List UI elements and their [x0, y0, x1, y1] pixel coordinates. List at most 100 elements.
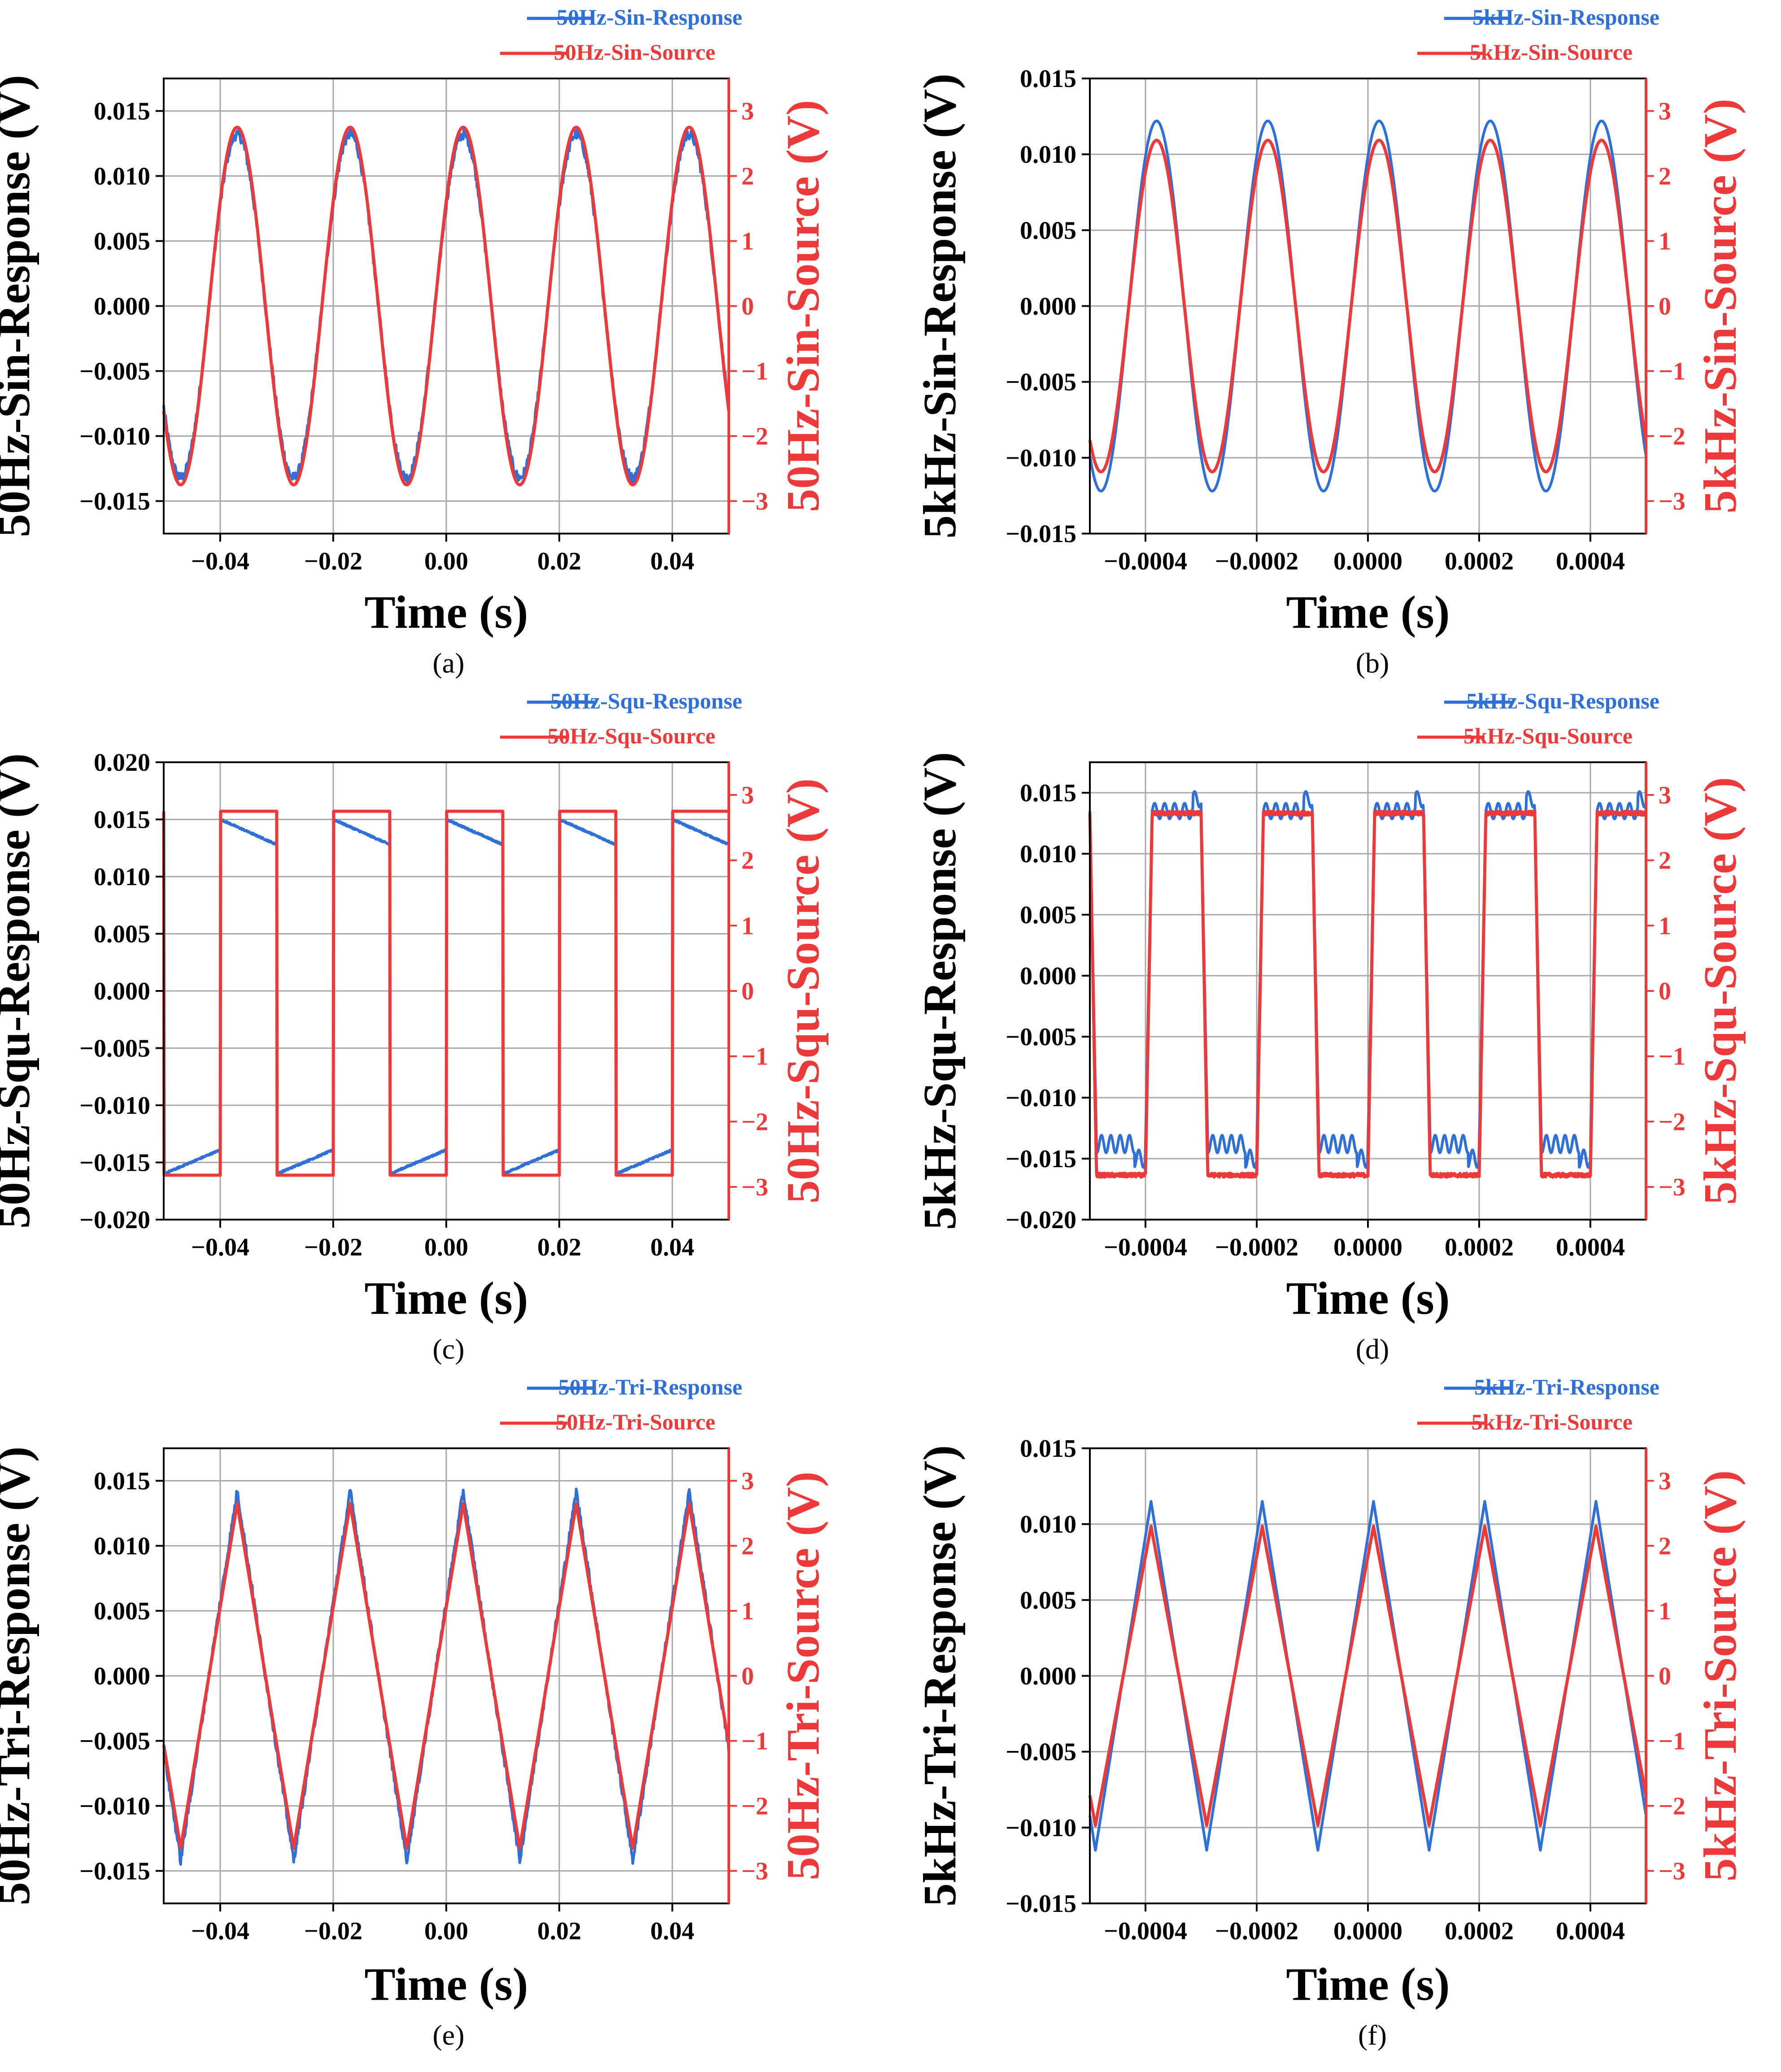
- y2-tick-label: 2: [741, 847, 754, 875]
- legend-label: 50Hz-Sin-Response: [557, 4, 742, 30]
- y2-tick-label: −2: [741, 423, 768, 451]
- y2-tick-label: 2: [741, 163, 754, 191]
- x-axis-title: Time (s): [365, 1959, 528, 2010]
- y2-axis-title: 5kHz-Sin-Source (V): [1694, 99, 1746, 513]
- y-tick-label: 0.010: [1020, 840, 1076, 868]
- y2-axis-title: 50Hz-Tri-Source (V): [777, 1472, 829, 1881]
- x-tick-label: −0.0004: [1104, 547, 1187, 575]
- y-tick-label: −0.010: [79, 1793, 150, 1820]
- y2-tick-label: 0: [741, 977, 754, 1005]
- panel-label: (f): [1358, 2019, 1387, 2051]
- y2-tick-label: 3: [1659, 1468, 1671, 1495]
- y2-tick-label: 3: [1659, 782, 1671, 809]
- y2-tick-label: 3: [741, 1468, 754, 1495]
- x-tick-label: 0.04: [650, 1917, 694, 1945]
- y-tick-label: 0.005: [1020, 1586, 1076, 1614]
- y-tick-label: 0.000: [1020, 293, 1076, 321]
- legend-label: 5kHz-Tri-Source: [1472, 1409, 1633, 1434]
- chart-panel-c: −0.04 −0.02 0.00 0.02 0.04 0.020 0.015 0.010 0.0…: [0, 688, 829, 1365]
- y2-tick-label: −2: [1659, 423, 1685, 451]
- legend-label: 50Hz-Tri-Source: [556, 1409, 715, 1434]
- y2-tick-label: 3: [741, 782, 754, 809]
- y-tick-label: −0.010: [1006, 444, 1076, 472]
- y-tick-label: 0.015: [94, 98, 150, 126]
- x-axis-title: Time (s): [1286, 1273, 1450, 1324]
- y-tick-label: 0.010: [1020, 141, 1076, 169]
- y2-tick-label: 3: [1659, 98, 1671, 126]
- y2-tick-label: −2: [741, 1108, 768, 1136]
- source-series-line: [1088, 139, 1648, 473]
- y2-tick-label: 1: [1659, 1598, 1671, 1625]
- x-tick-label: 0.02: [537, 547, 581, 575]
- y2-tick-label: 0: [741, 293, 754, 321]
- x-tick-label: 0.02: [537, 1234, 581, 1261]
- y-tick-label: 0.015: [94, 806, 150, 834]
- x-tick-label: 0.0002: [1445, 1917, 1514, 1945]
- panel-label: (c): [432, 1333, 464, 1365]
- x-tick-label: 0.0004: [1556, 1917, 1625, 1945]
- y-axis-title: 50Hz-Tri-Response (V): [0, 1446, 39, 1905]
- y-tick-label: 0.000: [94, 1663, 150, 1690]
- y2-tick-label: 2: [741, 1533, 754, 1560]
- y-tick-label: 0.015: [1020, 1435, 1076, 1463]
- y-tick-label: −0.015: [1006, 1890, 1076, 1918]
- y-tick-label: −0.005: [79, 1035, 150, 1063]
- y2-tick-label: 1: [741, 1598, 754, 1625]
- y-tick-label: −0.015: [79, 488, 150, 516]
- y-axis-title: 5kHz-Squ-Response (V): [914, 752, 966, 1230]
- y-tick-label: 0.005: [1020, 217, 1076, 244]
- y2-tick-label: 2: [1659, 1533, 1671, 1560]
- x-tick-label: −0.04: [191, 1917, 249, 1945]
- source-series-line: [1088, 809, 1648, 1179]
- x-tick-label: −0.04: [191, 1234, 249, 1261]
- y2-tick-label: 1: [1659, 912, 1671, 940]
- y2-tick-label: −2: [1659, 1108, 1685, 1136]
- y-tick-label: 0.000: [94, 293, 150, 321]
- y-tick-label: 0.000: [1020, 962, 1076, 990]
- chart-panel-f: −0.0004 −0.0002 0.0000 0.0002 0.00040.0150.0…: [914, 1374, 1746, 2051]
- y-tick-label: 0.015: [1020, 65, 1076, 93]
- legend-label: 50Hz-Squ-Response: [550, 688, 742, 713]
- x-tick-label: 0.0002: [1445, 547, 1514, 575]
- panel-label: (b): [1356, 647, 1389, 679]
- x-tick-label: 0.02: [537, 1917, 581, 1945]
- y2-tick-label: 1: [741, 912, 754, 940]
- y2-axis-title: 50Hz-Squ-Source (V): [777, 778, 829, 1204]
- y-tick-label: 0.000: [94, 977, 150, 1005]
- y-tick-label: −0.015: [1006, 520, 1076, 548]
- y-tick-label: 0.010: [94, 863, 150, 891]
- x-tick-label: −0.0002: [1215, 1917, 1298, 1945]
- y-tick-label: 0.000: [1020, 1663, 1076, 1690]
- y2-tick-label: −3: [741, 1173, 768, 1201]
- y-tick-label: −0.010: [79, 1092, 150, 1120]
- panel-label: (a): [432, 647, 464, 679]
- y2-tick-label: −3: [1659, 1858, 1685, 1885]
- y-tick-label: −0.020: [79, 1206, 150, 1234]
- legend-label: 5kHz-Tri-Response: [1474, 1374, 1659, 1399]
- x-tick-label: 0.0004: [1556, 1234, 1625, 1261]
- y2-tick-label: −3: [1659, 1173, 1685, 1201]
- x-tick-label: 0.0002: [1445, 1234, 1514, 1261]
- y-axis-title: 50Hz-Sin-Response (V): [0, 75, 39, 537]
- y-tick-label: −0.005: [79, 1728, 150, 1755]
- y-tick-label: 0.005: [94, 228, 150, 256]
- x-axis-title: Time (s): [365, 1273, 528, 1324]
- y-tick-label: 0.010: [94, 1533, 150, 1560]
- legend-label: 5kHz-Sin-Response: [1472, 4, 1659, 30]
- source-series-line: [162, 1502, 731, 1850]
- y2-tick-label: −1: [741, 1043, 768, 1071]
- y2-tick-label: 0: [1659, 293, 1671, 321]
- y-axis-title: 5kHz-Tri-Response (V): [914, 1445, 966, 1907]
- y2-tick-label: 0: [741, 1663, 754, 1690]
- x-tick-label: −0.0004: [1104, 1917, 1187, 1945]
- x-tick-label: −0.0002: [1215, 547, 1298, 575]
- y-tick-label: −0.020: [1006, 1206, 1076, 1234]
- legend-label: 5kHz-Squ-Source: [1463, 723, 1633, 748]
- y-tick-label: −0.015: [79, 1858, 150, 1885]
- y-axis-title: 50Hz-Squ-Response (V): [0, 753, 39, 1229]
- y-tick-label: 0.015: [1020, 779, 1076, 807]
- panel-label: (e): [432, 2019, 464, 2051]
- chart-panel-a: −0.04 −0.02 0.00 0.02 0.04 0.015 0.010 0.005 0.0…: [0, 4, 829, 679]
- y2-tick-label: 1: [1659, 228, 1671, 256]
- y2-tick-label: 0: [1659, 977, 1671, 1005]
